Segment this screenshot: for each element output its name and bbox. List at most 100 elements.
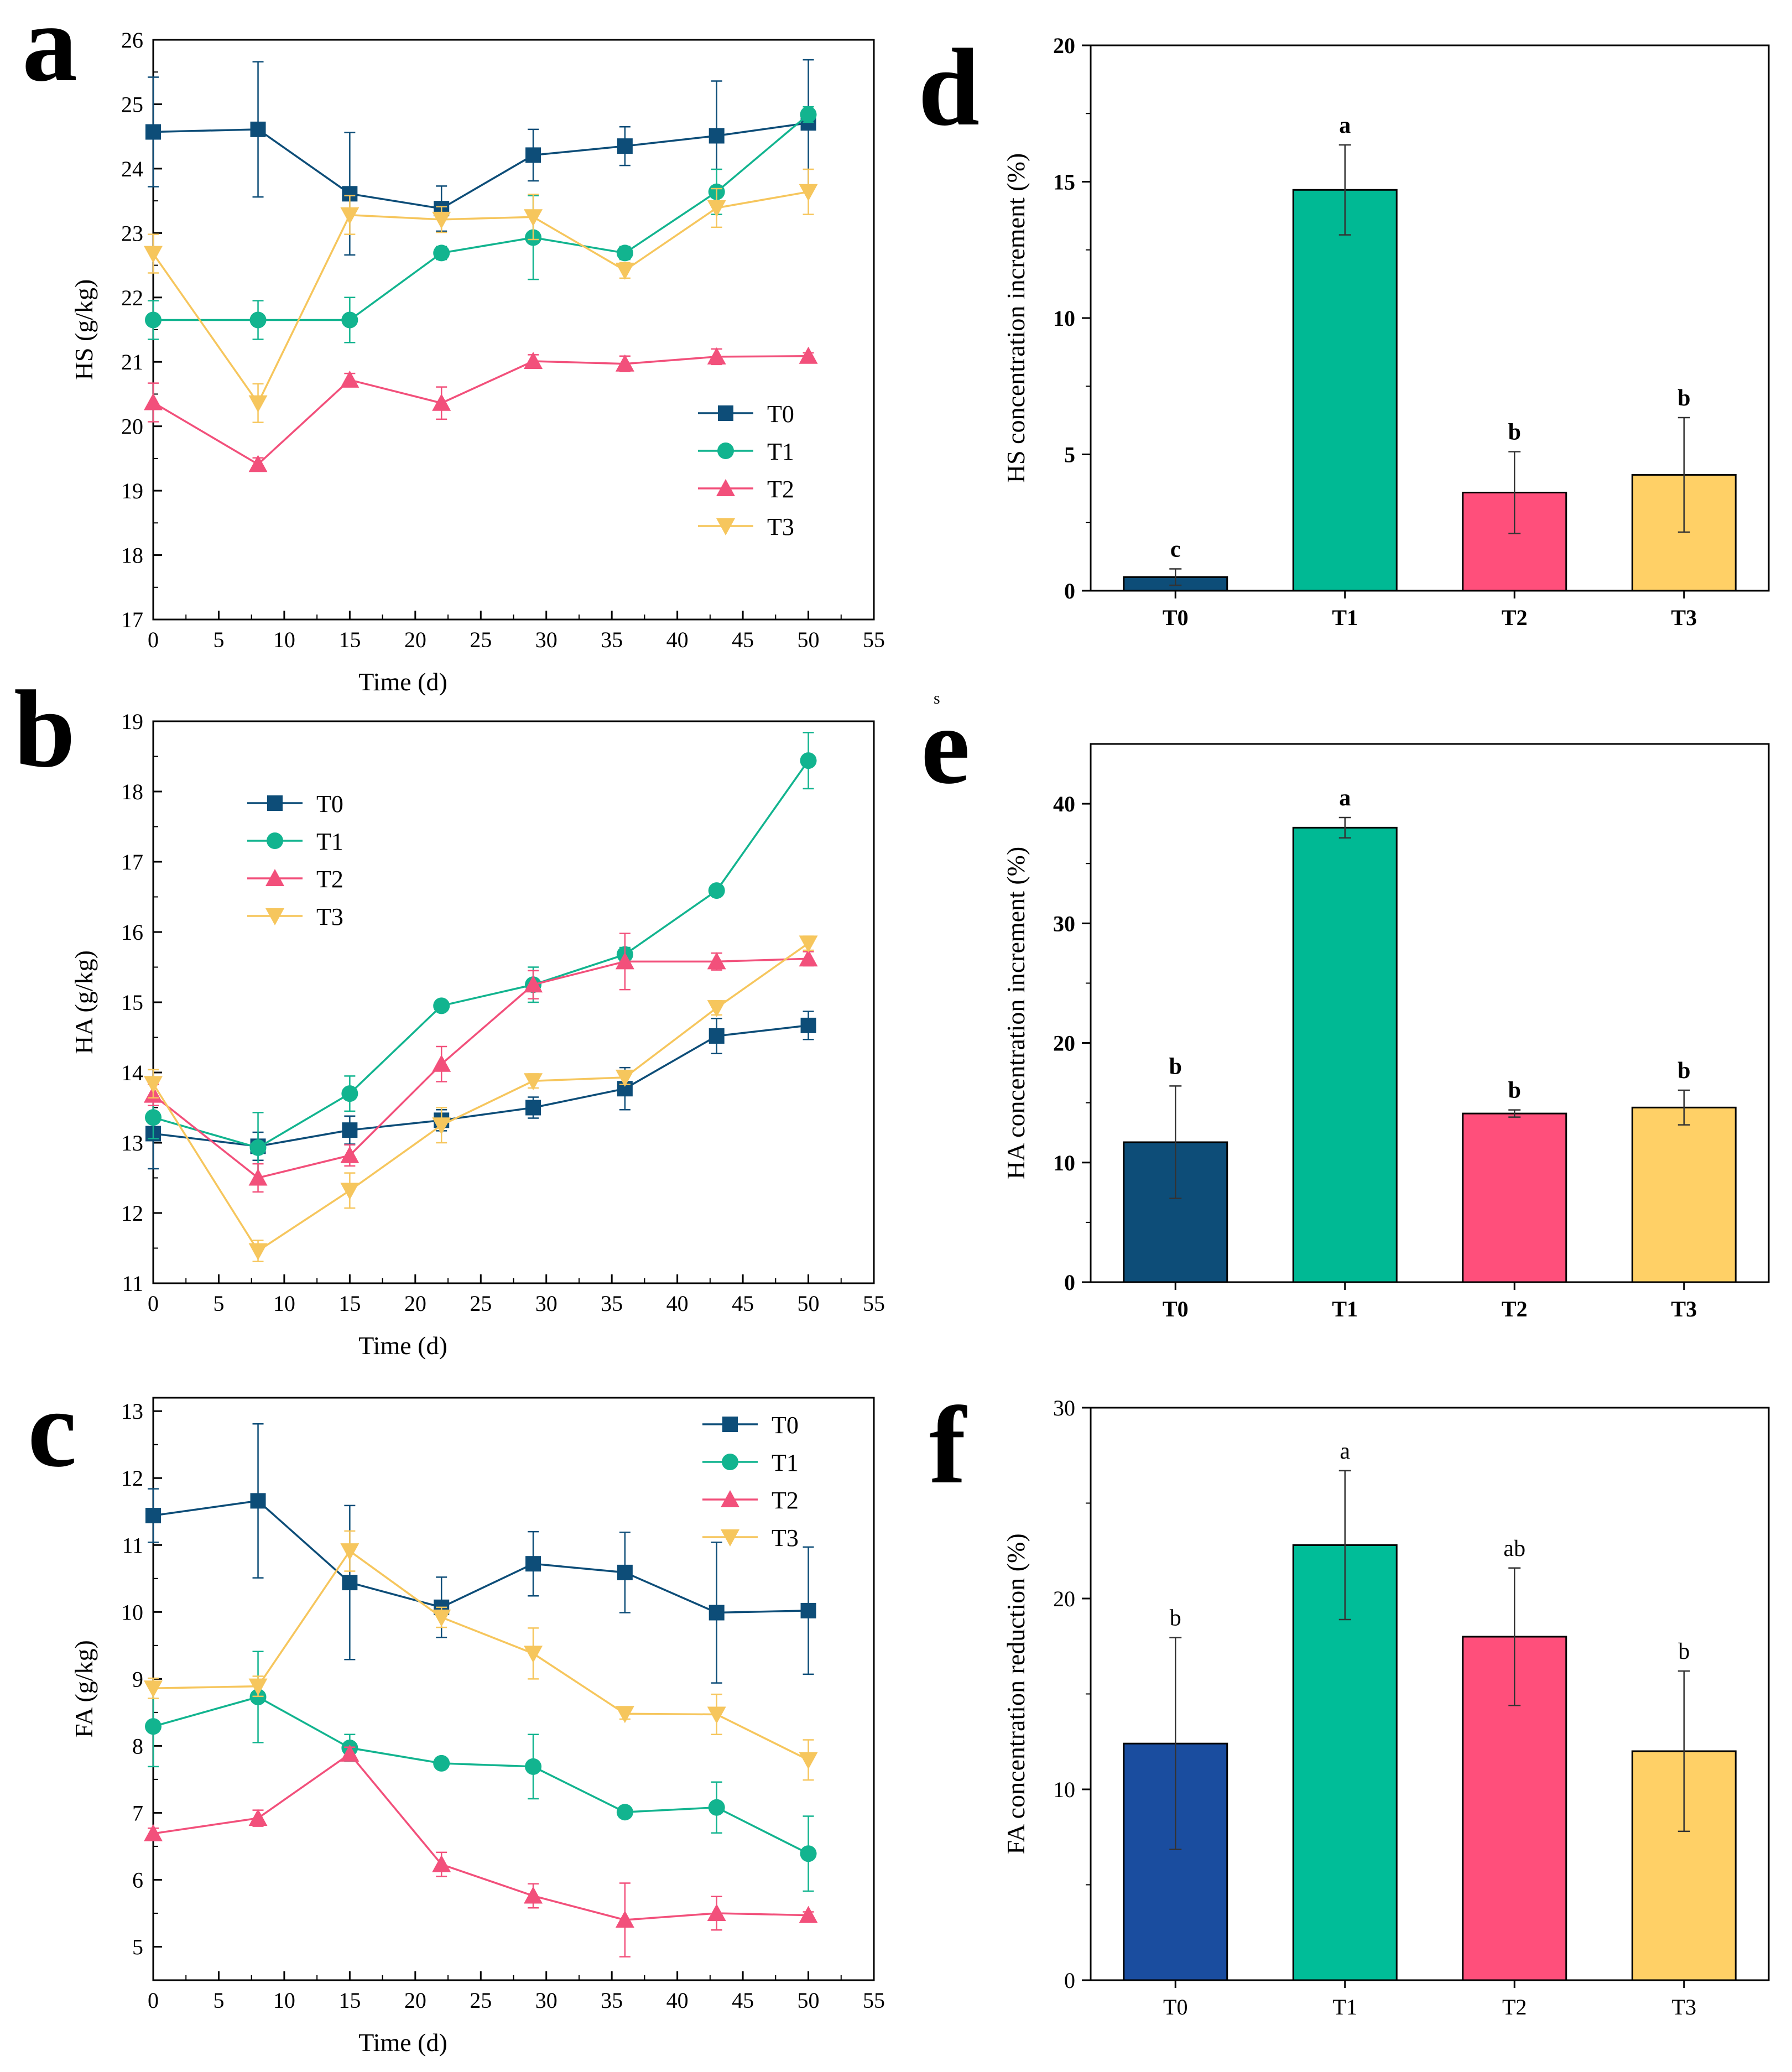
legend-label-T1: T1 bbox=[767, 438, 794, 465]
x-axis-title: Time (d) bbox=[358, 1331, 447, 1360]
data-point bbox=[432, 1054, 451, 1072]
series-T1 bbox=[145, 732, 817, 1184]
panel-a: a 0 5 10 15 20 25 30 35 40 45 50 55 17 18 19 20 21 22 23 24 2… bbox=[22, 0, 885, 696]
data-point bbox=[145, 124, 161, 140]
x-axis-title: Time (d) bbox=[358, 668, 447, 696]
data-point bbox=[433, 244, 450, 262]
data-point bbox=[341, 311, 358, 329]
panel-label-a: a bbox=[22, 0, 77, 105]
data-point bbox=[707, 1706, 726, 1724]
x-tick-label: 45 bbox=[732, 627, 754, 652]
data-point bbox=[615, 1069, 634, 1087]
legend-label-T2: T2 bbox=[767, 476, 794, 503]
x-tick-label: 30 bbox=[535, 1291, 558, 1316]
data-point bbox=[800, 106, 817, 123]
panel-e: e 0 10 20 30 40 HA concentration increment (%)… bbox=[921, 685, 1770, 1321]
series-line-T1 bbox=[153, 760, 809, 1149]
y-tick-label: 23 bbox=[121, 221, 143, 246]
y-tick-label: 18 bbox=[121, 543, 143, 568]
x-tick-label: 25 bbox=[470, 1291, 492, 1316]
data-point bbox=[615, 262, 634, 280]
panel-f: f 0 10 20 30 FA concentration reduction (%) b T… bbox=[929, 1384, 1770, 2019]
x-tick-label: 50 bbox=[798, 1988, 820, 2013]
x-tick-label: 40 bbox=[666, 1988, 689, 2013]
series-T2 bbox=[144, 933, 818, 1193]
y-axis-title: HS (g/kg) bbox=[70, 279, 98, 381]
x-tick-label: 35 bbox=[601, 1291, 623, 1316]
series-T0 bbox=[145, 1423, 816, 1684]
legend-marker-T2 bbox=[265, 869, 284, 886]
data-point bbox=[144, 1076, 163, 1094]
data-point bbox=[524, 975, 543, 993]
x-tick-label: 55 bbox=[863, 627, 885, 652]
series-line-T1 bbox=[153, 113, 809, 321]
panel-b: b 0 5 10 15 20 25 30 35 40 45 50 55 11 12 13 14 15 16 17 18 1… bbox=[14, 668, 885, 1360]
series-T2 bbox=[144, 1744, 818, 1958]
data-point bbox=[708, 1799, 725, 1816]
legend-label-T2: T2 bbox=[316, 866, 343, 893]
data-point bbox=[340, 1744, 360, 1762]
data-point bbox=[708, 882, 725, 899]
y-tick-label: 0 bbox=[1064, 1968, 1075, 1993]
y-tick-label: 15 bbox=[1053, 170, 1075, 195]
x-tick-label: T2 bbox=[1502, 605, 1528, 630]
legend-marker-T1 bbox=[722, 1454, 738, 1470]
significance-label: a bbox=[1340, 1439, 1350, 1464]
data-point bbox=[525, 1100, 541, 1116]
data-point bbox=[433, 1755, 450, 1772]
data-point bbox=[145, 1109, 162, 1126]
series-line-T0 bbox=[153, 122, 809, 210]
data-point bbox=[525, 1556, 541, 1572]
bar-T3 bbox=[1631, 1106, 1737, 1283]
legend-label-T3: T3 bbox=[316, 903, 343, 930]
data-point bbox=[799, 346, 818, 364]
data-point bbox=[524, 1073, 543, 1091]
y-tick-label: 20 bbox=[121, 414, 143, 439]
series-line-T2 bbox=[153, 1752, 809, 1921]
series-T3 bbox=[144, 1530, 818, 1781]
legend-c: T0 T1 T2 T3 bbox=[702, 1412, 799, 1552]
series-line-T0 bbox=[153, 1024, 809, 1148]
legend-marker-T3 bbox=[265, 908, 284, 925]
data-point bbox=[341, 1085, 358, 1102]
panel-label-e: e bbox=[921, 685, 970, 807]
legend-marker-T3 bbox=[721, 1529, 739, 1547]
significance-label: ab bbox=[1503, 1536, 1525, 1561]
data-point bbox=[144, 1680, 163, 1698]
legend-marker-T1 bbox=[267, 832, 283, 849]
x-tick-label: 30 bbox=[535, 627, 558, 652]
significance-label: b bbox=[1678, 386, 1690, 411]
data-point bbox=[432, 393, 451, 411]
significance-label: b bbox=[1508, 1078, 1521, 1103]
y-tick-label: 17 bbox=[121, 607, 143, 632]
significance-label: b bbox=[1169, 1054, 1182, 1079]
y-tick-label: 0 bbox=[1064, 1270, 1075, 1295]
x-tick-label: 15 bbox=[338, 627, 361, 652]
panel-label-f: f bbox=[929, 1384, 967, 1507]
data-point bbox=[433, 997, 450, 1014]
data-point bbox=[800, 1017, 816, 1033]
data-point bbox=[340, 1183, 360, 1200]
x-tick-label: 0 bbox=[148, 1988, 159, 2013]
y-axis-title: HS concentration increment (%) bbox=[1002, 153, 1030, 483]
x-tick-label: 25 bbox=[470, 627, 492, 652]
y-tick-label: 22 bbox=[121, 285, 143, 310]
stray-mark: s bbox=[934, 689, 940, 707]
x-tick-label: 55 bbox=[863, 1988, 885, 2013]
x-tick-label: 30 bbox=[535, 1988, 558, 2013]
x-tick-label: 5 bbox=[213, 627, 224, 652]
y-tick-label: 20 bbox=[1053, 1031, 1075, 1056]
y-tick-label: 19 bbox=[121, 478, 143, 503]
data-point bbox=[248, 1168, 268, 1186]
x-tick-label: T2 bbox=[1502, 1995, 1527, 2019]
x-tick-label: 0 bbox=[148, 1291, 159, 1316]
panel-label-d: d bbox=[918, 27, 980, 149]
data-point bbox=[340, 370, 360, 388]
x-tick-label: T0 bbox=[1163, 605, 1189, 630]
x-tick-label: 40 bbox=[666, 627, 689, 652]
y-tick-label: 18 bbox=[121, 779, 143, 804]
bar-T1 bbox=[1292, 826, 1398, 1283]
legend-marker-T2 bbox=[716, 479, 735, 496]
x-tick-label: 20 bbox=[404, 1291, 426, 1316]
